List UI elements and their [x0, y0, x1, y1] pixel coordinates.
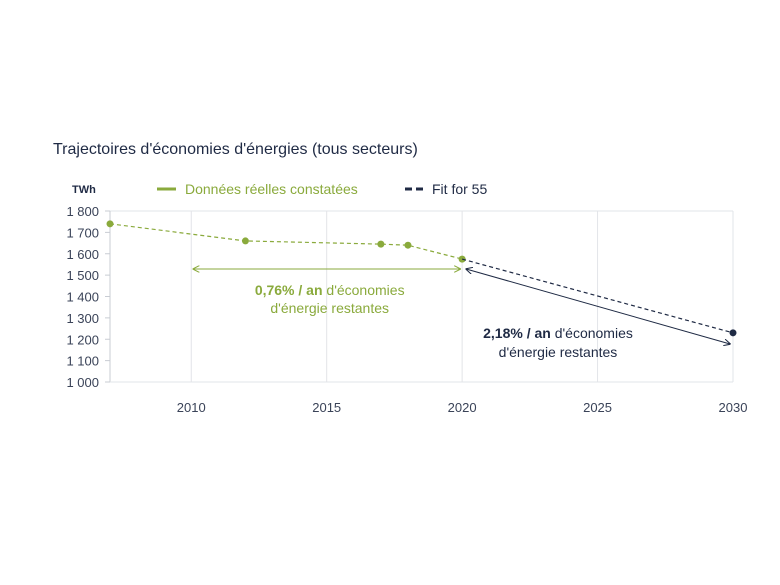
- annotation-text-076-line1: 0,76% / an d'économies: [255, 282, 405, 298]
- data-point-fit-for-55-2030: [729, 329, 737, 337]
- data-point-donnees-2017: [377, 240, 385, 248]
- x-tick-label-2025: 2025: [583, 400, 612, 415]
- x-tick-label-2030: 2030: [719, 400, 748, 415]
- legend-label-fit-for-55: Fit for 55: [432, 181, 487, 197]
- annotation-text-218-line1: 2,18% / an d'économies: [483, 325, 633, 341]
- legend-label-donnees: Données réelles constatées: [185, 181, 358, 197]
- y-tick-label-1800: 1 800: [66, 204, 99, 219]
- data-point-donnees-2012: [241, 237, 249, 245]
- y-tick-label-1300: 1 300: [66, 311, 99, 326]
- x-tick-label-2010: 2010: [177, 400, 206, 415]
- series-line-donnees: [109, 223, 463, 260]
- y-tick-label-1700: 1 700: [66, 225, 99, 240]
- annotation-arrow-218: [466, 269, 730, 344]
- y-tick-label-1200: 1 200: [66, 332, 99, 347]
- x-tick-label-2015: 2015: [312, 400, 341, 415]
- data-point-donnees-2018: [404, 241, 412, 249]
- y-axis-unit-label: TWh: [72, 184, 96, 196]
- y-tick-label-1100: 1 100: [66, 354, 99, 369]
- y-tick-label-1600: 1 600: [66, 247, 99, 262]
- x-tick-label-2020: 2020: [448, 400, 477, 415]
- annotation-text-076-line2: d'énergie restantes: [270, 300, 389, 316]
- y-tick-label-1000: 1 000: [66, 375, 99, 390]
- annotation-text-218-line2: d'énergie restantes: [499, 344, 618, 360]
- y-tick-label-1500: 1 500: [66, 268, 99, 283]
- chart-title: Trajectoires d'économies d'énergies (tou…: [53, 141, 418, 158]
- y-tick-label-1400: 1 400: [66, 290, 99, 305]
- data-point-donnees-2007: [106, 220, 114, 228]
